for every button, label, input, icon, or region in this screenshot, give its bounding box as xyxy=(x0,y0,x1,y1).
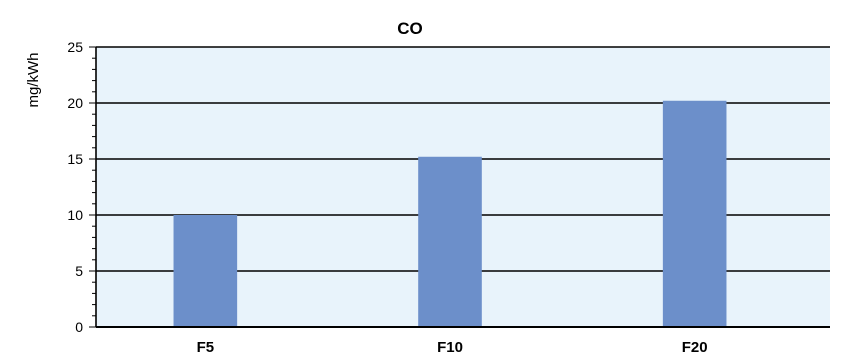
y-tick-label: 0 xyxy=(75,319,83,335)
chart-title: CO xyxy=(397,19,423,38)
axes xyxy=(95,47,830,328)
bar-f20 xyxy=(662,100,727,327)
bars xyxy=(173,100,727,327)
bar-f5 xyxy=(173,215,238,327)
y-tick-label: 15 xyxy=(67,151,83,167)
x-tick-label-f10: F10 xyxy=(437,339,463,356)
y-tick-label: 10 xyxy=(67,207,83,223)
y-tick-label: 5 xyxy=(75,263,83,279)
bar-f10 xyxy=(418,156,482,327)
ticks: 0 5 10 15 20 25 F5 F10 F20 xyxy=(67,39,707,356)
y-tick-label: 25 xyxy=(67,39,83,55)
y-tick-label: 20 xyxy=(67,95,83,111)
y-axis-label: mg/kWh xyxy=(25,52,42,107)
x-tick-label-f20: F20 xyxy=(682,339,708,356)
x-tick-label-f5: F5 xyxy=(197,339,215,356)
